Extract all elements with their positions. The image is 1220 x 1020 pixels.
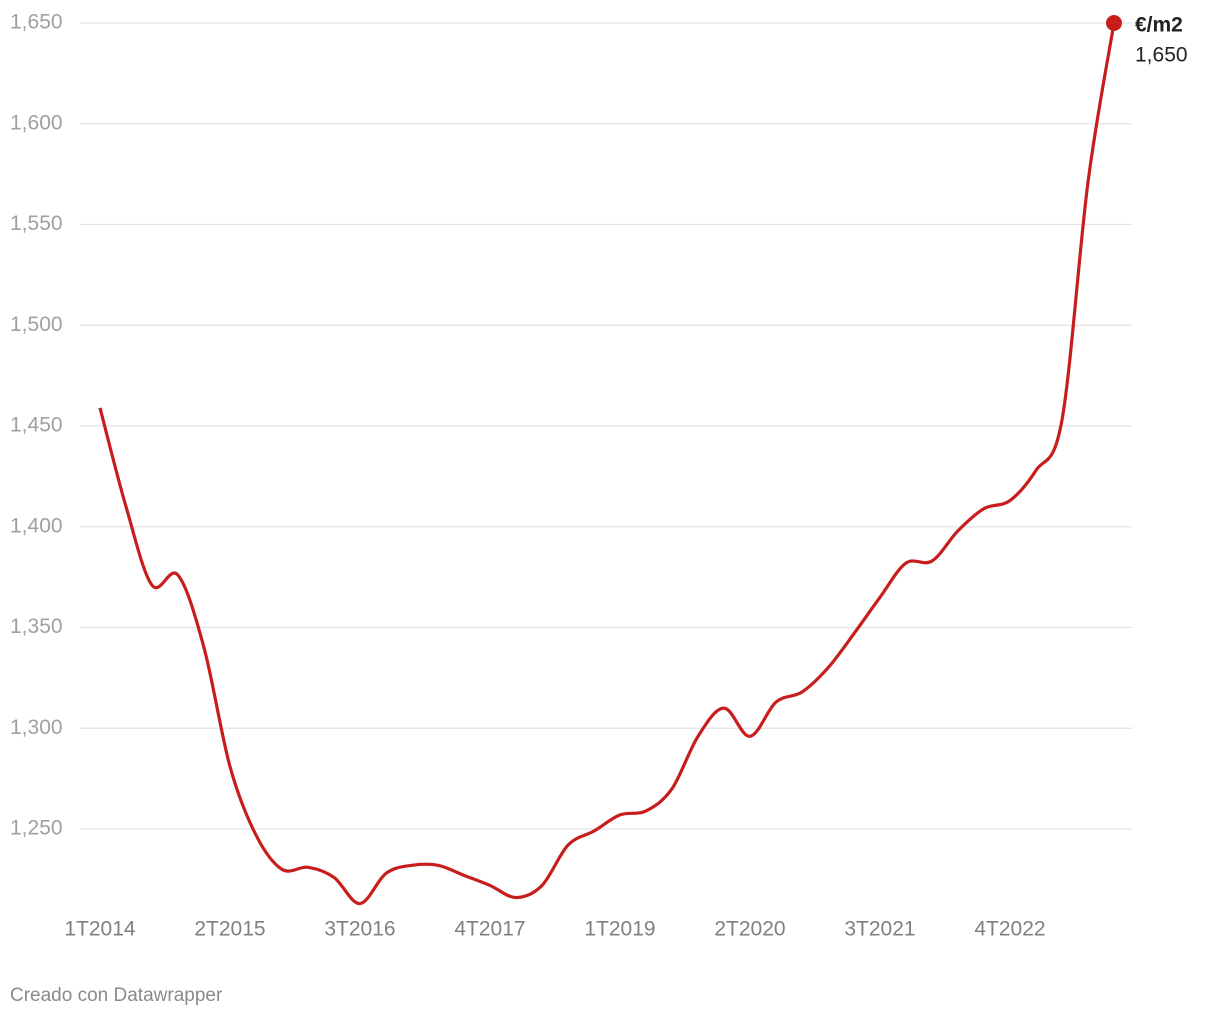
y-tick-label: 1,450 xyxy=(10,414,63,437)
series-label: €/m2 xyxy=(1135,14,1183,37)
y-tick-label: 1,650 xyxy=(10,11,63,34)
value-label: 1,650 xyxy=(1135,44,1188,67)
y-tick-label: 1,300 xyxy=(10,716,63,739)
source-note: Creado con Datawrapper xyxy=(10,985,223,1006)
x-tick-label: 4T2022 xyxy=(974,918,1045,941)
end-point xyxy=(1106,15,1122,31)
y-tick-label: 1,250 xyxy=(10,817,63,840)
y-tick-label: 1,600 xyxy=(10,111,63,134)
line xyxy=(98,22,1116,906)
x-tick-label: 2T2020 xyxy=(714,918,785,941)
x-tick-label: 4T2017 xyxy=(454,918,525,941)
x-tick-label: 3T2016 xyxy=(324,918,395,941)
x-tick-label: 1T2014 xyxy=(64,918,136,941)
y-tick-label: 1,350 xyxy=(10,615,63,638)
x-tick-label: 3T2021 xyxy=(844,918,915,941)
y-tick-label: 1,500 xyxy=(10,313,63,336)
x-tick-label: 2T2015 xyxy=(194,918,265,941)
y-tick-label: 1,400 xyxy=(10,514,63,537)
x-tick-label: 1T2019 xyxy=(584,918,655,941)
y-tick-label: 1,550 xyxy=(10,212,63,235)
